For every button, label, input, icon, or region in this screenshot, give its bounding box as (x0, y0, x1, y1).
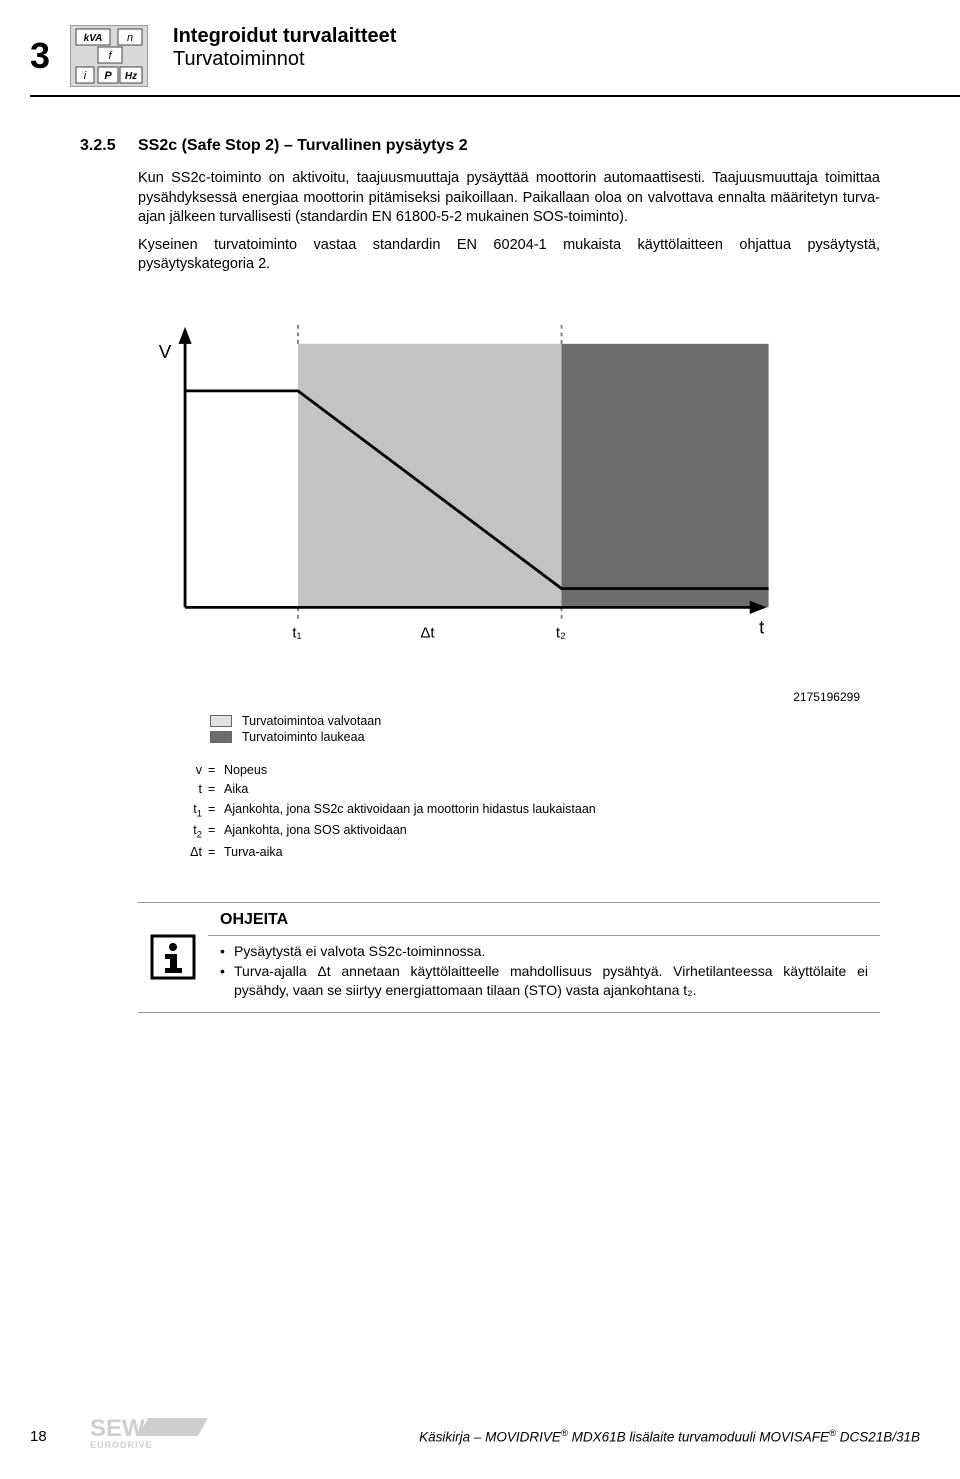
var-desc-t: Aika (224, 781, 880, 799)
note-text-cell: OHJEITA Pysäytystä ei valvota SS2c-toimi… (208, 902, 880, 1014)
var-row-t: t = Aika (180, 781, 880, 799)
subsection-title: SS2c (Safe Stop 2) – Turvallinen pysäyty… (138, 137, 468, 155)
variable-definitions: v = Nopeus t = Aika t1 = Ajankohta, jona… (180, 762, 880, 862)
var-desc-t2: Ajankohta, jona SOS aktivoidaan (224, 822, 880, 842)
icon-n-label: n (127, 32, 133, 44)
svg-text:t: t (759, 617, 765, 638)
page-number: 18 (30, 1428, 90, 1445)
var-eq: = (208, 762, 224, 780)
svg-text:V: V (159, 341, 172, 362)
main-content: 3.2.5 SS2c (Safe Stop 2) – Turvallinen p… (0, 97, 960, 1013)
svg-text:t₁: t₁ (292, 624, 301, 641)
var-sym-t1: t1 (180, 801, 208, 821)
info-icon (150, 934, 196, 980)
legend-swatch-monitor (210, 715, 232, 727)
header-text-block: Integroidut turvalaitteet Turvatoiminnot (173, 20, 920, 71)
var-eq: = (208, 781, 224, 799)
figure-number: 2175196299 (80, 690, 860, 704)
var-sym-v: v (180, 762, 208, 780)
var-sym-t2: t2 (180, 822, 208, 842)
var-row-t2: t2 = Ajankohta, jona SOS aktivoidaan (180, 822, 880, 842)
legend-trigger-label: Turvatoiminto laukeaa (242, 730, 365, 744)
legend-monitor: Turvatoimintoa valvotaan (210, 714, 880, 728)
var-eq: = (208, 844, 224, 862)
logo-main-text: SEW (90, 1415, 145, 1442)
legend-trigger: Turvatoiminto laukeaa (210, 730, 880, 744)
header-formula-icon: kVA n f i P Hz (70, 25, 148, 87)
svg-text:t₂: t₂ (556, 624, 566, 641)
header-title: Integroidut turvalaitteet (173, 25, 920, 48)
safety-function-chart: Vt t₁ Δt t₂ (138, 305, 880, 670)
svg-text:Δt: Δt (420, 624, 435, 641)
var-row-dt: Δt = Turva-aika (180, 844, 880, 862)
subsection-heading: 3.2.5 SS2c (Safe Stop 2) – Turvallinen p… (80, 137, 880, 155)
var-desc-t1: Ajankohta, jona SS2c aktivoidaan ja moot… (224, 801, 880, 821)
footer-suffix: DCS21B/31B (836, 1430, 920, 1445)
logo-sub-text: EURODRIVE (90, 1440, 153, 1450)
var-eq: = (208, 801, 224, 821)
note-title: OHJEITA (208, 903, 880, 936)
note-body: Pysäytystä ei valvota SS2c-toiminnossa. … (208, 936, 880, 1013)
paragraph-1: Kun SS2c-toiminto on aktivoitu, taajuusm… (138, 169, 880, 228)
subsection-number: 3.2.5 (80, 137, 138, 155)
var-row-t1: t1 = Ajankohta, jona SS2c aktivoidaan ja… (180, 801, 880, 821)
note-bullet-2: Turva-ajalla Δt annetaan käyttölaitteell… (220, 962, 868, 1000)
header-subtitle: Turvatoiminnot (173, 48, 920, 71)
page-footer: 18 SEW EURODRIVE Käsikirja – MOVIDRIVE® … (0, 1414, 960, 1459)
icon-kva-label: kVA (84, 33, 103, 44)
var-sym-t: t (180, 781, 208, 799)
note-icon-cell (138, 902, 208, 1014)
var-row-v: v = Nopeus (180, 762, 880, 780)
note-box: OHJEITA Pysäytystä ei valvota SS2c-toimi… (138, 902, 880, 1014)
footer-prefix: Käsikirja – MOVIDRIVE (419, 1430, 561, 1445)
legend-swatch-trigger (210, 731, 232, 743)
footer-mid: MDX61B lisälaite turvamoduuli MOVISAFE (568, 1430, 829, 1445)
legend-monitor-label: Turvatoimintoa valvotaan (242, 714, 381, 728)
section-number: 3 (30, 35, 50, 77)
var-eq: = (208, 822, 224, 842)
var-desc-dt: Turva-aika (224, 844, 880, 862)
note-bullet-1: Pysäytystä ei valvota SS2c-toiminnossa. (220, 942, 868, 961)
chart-legend: Turvatoimintoa valvotaan Turvatoiminto l… (210, 714, 880, 744)
page-header: 3 kVA n f i P Hz Integroidut turvalaitte… (0, 0, 960, 87)
paragraph-2: Kyseinen turvatoiminto vastaa standardin… (138, 236, 880, 275)
footer-logo: SEW EURODRIVE (90, 1414, 210, 1459)
var-sym-dt: Δt (180, 844, 208, 862)
icon-hz-label: Hz (125, 71, 137, 82)
icon-p-label: P (104, 70, 112, 82)
var-desc-v: Nopeus (224, 762, 880, 780)
footer-text: Käsikirja – MOVIDRIVE® MDX61B lisälaite … (210, 1428, 920, 1445)
